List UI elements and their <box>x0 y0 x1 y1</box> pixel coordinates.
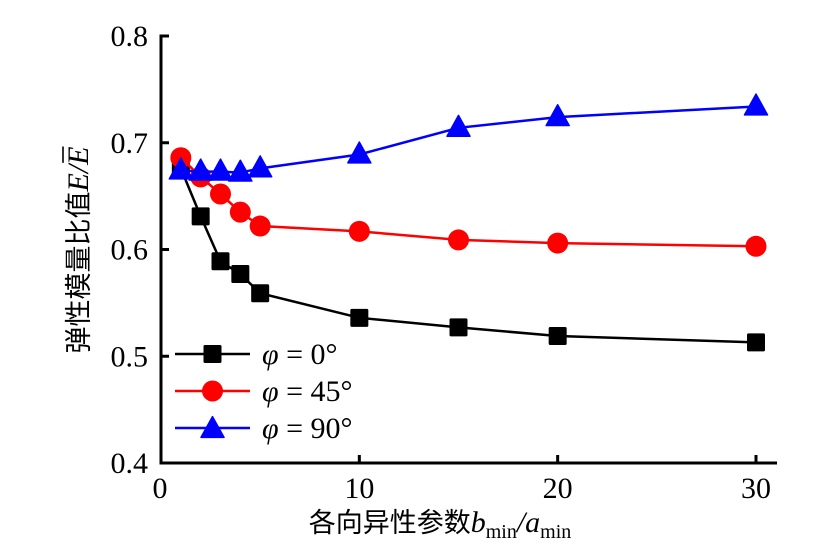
y-axis-title-text: 弹性模量比值E/E <box>62 147 95 354</box>
legend-phi: φ <box>262 338 279 371</box>
y-tick-label: 0.6 <box>111 234 149 267</box>
y-tick-label: 0.4 <box>111 447 149 480</box>
data-point-square <box>350 308 369 327</box>
legend-label: φ = 0° <box>262 338 338 371</box>
data-point-square <box>747 333 765 352</box>
data-point-circle <box>249 215 271 237</box>
series-line <box>180 105 757 174</box>
y-axis-title: 弹性模量比值E/E <box>62 146 95 354</box>
legend-phi: φ <box>262 412 279 445</box>
y-axis-title-slash: / <box>62 162 95 175</box>
data-point-square <box>211 252 230 271</box>
data-point-triangle <box>168 157 194 180</box>
legend-value: = 45° <box>279 375 353 408</box>
x-axis-title: 各向异性参数bmin/amin <box>309 506 572 543</box>
data-point-triangle <box>545 103 570 127</box>
legend-marker-triangle <box>200 415 225 439</box>
series-line <box>179 167 757 344</box>
legend-value: = 0° <box>279 338 338 371</box>
x-axis-title-b-sub: min <box>486 521 517 543</box>
data-point-triangle <box>188 158 213 181</box>
x-tick-label: 10 <box>344 472 374 505</box>
data-point-circle <box>448 229 469 251</box>
data-point-square <box>251 284 270 303</box>
data-point-square <box>231 265 250 284</box>
y-axis-title-ebar: E <box>62 147 95 166</box>
x-axis-title-b: b <box>471 506 486 539</box>
legend-item: φ = 45° <box>175 375 353 408</box>
data-point-triangle <box>743 93 769 116</box>
data-point-circle <box>547 232 569 254</box>
x-axis-title-a: a <box>525 506 540 539</box>
data-point-triangle <box>208 158 233 181</box>
y-axis-title-e: E <box>62 173 95 192</box>
data-point-square <box>449 318 468 337</box>
data-point-triangle <box>347 141 372 164</box>
series-2 <box>168 93 769 182</box>
y-axis-title-prefix: 弹性模量比值 <box>64 192 95 354</box>
y-tick-label: 0.7 <box>111 127 149 160</box>
legend-value: = 90° <box>279 412 353 445</box>
x-tick-label: 0 <box>153 472 168 505</box>
y-tick-label: 0.8 <box>111 20 149 53</box>
data-point-square <box>191 207 210 226</box>
legend-item: φ = 0° <box>175 338 338 371</box>
legend-item: φ = 90° <box>175 412 353 445</box>
legend: φ = 0°φ = 45°φ = 90° <box>175 338 353 445</box>
x-axis-title-slash: / <box>515 506 528 539</box>
data-point-triangle <box>446 114 471 137</box>
legend-label: φ = 45° <box>262 375 353 408</box>
data-point-square <box>548 326 567 345</box>
x-axis-title-a-sub: min <box>540 521 571 543</box>
y-tick-label: 0.5 <box>111 340 149 373</box>
x-axis-title-prefix: 各向异性参数 <box>309 508 471 539</box>
legend-label: φ = 90° <box>262 412 353 445</box>
x-tick-label: 20 <box>543 472 573 505</box>
data-point-circle <box>210 183 231 205</box>
axes: 0.4 0.5 0.6 0.7 0.8 0 10 20 30 <box>111 20 777 505</box>
data-point-circle <box>348 220 370 242</box>
y-ticks: 0.4 0.5 0.6 0.7 0.8 <box>111 20 169 480</box>
data-point-circle <box>745 235 767 257</box>
legend-marker-circle <box>202 380 223 402</box>
x-tick-label: 30 <box>741 472 771 505</box>
data-point-triangle <box>247 155 273 178</box>
legend-phi: φ <box>262 375 279 408</box>
x-ticks: 0 10 20 30 <box>153 455 771 505</box>
data-point-triangle <box>228 159 253 182</box>
series-layer <box>168 93 769 352</box>
legend-marker-square <box>203 345 222 363</box>
series-0 <box>171 159 765 352</box>
data-point-circle <box>229 201 251 223</box>
